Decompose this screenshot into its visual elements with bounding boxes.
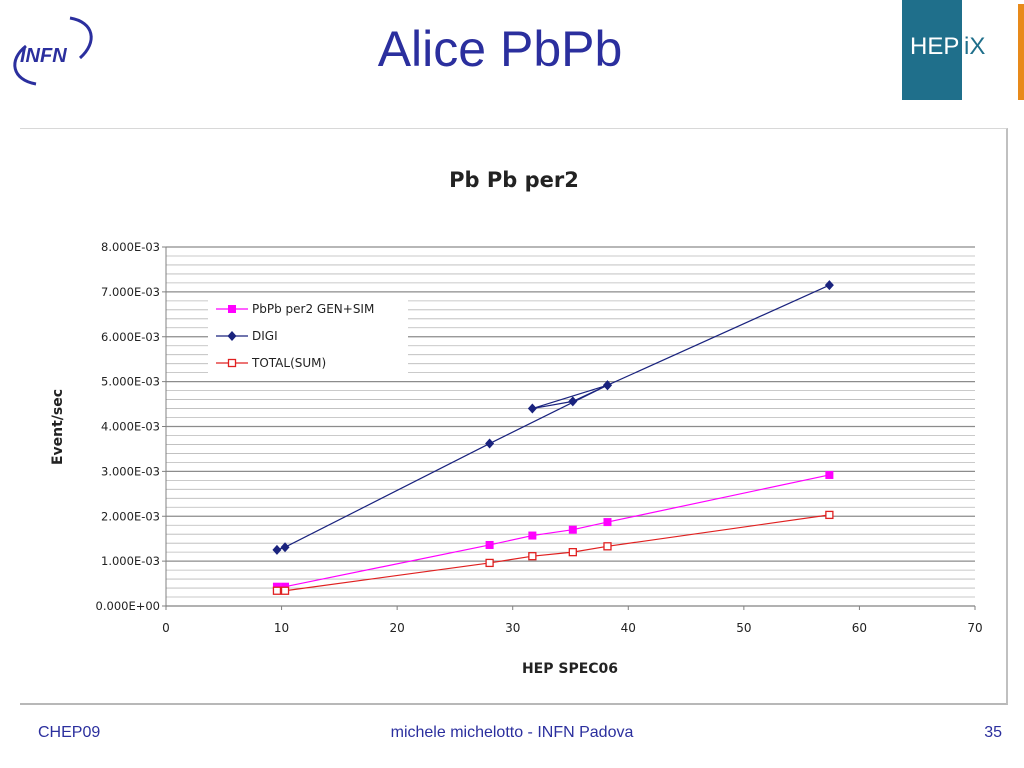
series-digi bbox=[272, 280, 834, 555]
legend-item: DIGI bbox=[216, 329, 278, 343]
x-tick-label: 0 bbox=[162, 621, 170, 635]
legend-item: PbPb per2 GEN+SIM bbox=[216, 302, 374, 316]
x-tick-label: 70 bbox=[967, 621, 982, 635]
series-total-sum- bbox=[272, 510, 834, 595]
data-point bbox=[227, 331, 237, 341]
legend-label: PbPb per2 GEN+SIM bbox=[252, 302, 374, 316]
y-tick-label: 0.000E+00 bbox=[96, 599, 160, 613]
hepix-logo-text-a: HEP bbox=[910, 33, 959, 60]
data-point bbox=[825, 470, 834, 479]
hepix-logo: HEP iX bbox=[902, 0, 1024, 100]
chart-svg: Pb Pb per2 0.000E+00 1.000E-03 2.000E-03 3.… bbox=[50, 168, 983, 677]
infn-logo-arc-bottom bbox=[13, 44, 37, 86]
data-point bbox=[485, 558, 494, 568]
data-point bbox=[603, 542, 612, 551]
y-tick-label: 1.000E-03 bbox=[101, 554, 160, 568]
grid-layer bbox=[166, 246, 975, 607]
data-point bbox=[280, 542, 290, 553]
legend: PbPb per2 GEN+SIM DIGI TOTAL(SUM) bbox=[208, 295, 408, 379]
y-tick-label: 2.000E-03 bbox=[101, 509, 160, 523]
x-tick-label: 50 bbox=[736, 621, 751, 635]
hepix-logo-white-block bbox=[962, 0, 1018, 100]
y-tick-label: 8.000E-03 bbox=[101, 240, 160, 254]
legend-label: DIGI bbox=[252, 329, 278, 343]
x-axis-label: HEP SPEC06 bbox=[522, 661, 618, 677]
footer-page-number: 35 bbox=[984, 724, 1002, 741]
x-tick-label: 40 bbox=[621, 621, 636, 635]
data-point bbox=[568, 396, 578, 407]
footer-conference: CHEP09 bbox=[38, 724, 101, 741]
x-tick-label: 30 bbox=[505, 621, 520, 635]
footer-author: michele michelotto - INFN Padova bbox=[390, 724, 634, 741]
data-point bbox=[602, 380, 612, 391]
infn-logo-text: INFN bbox=[20, 45, 67, 67]
legend-label: TOTAL(SUM) bbox=[251, 356, 326, 370]
infn-logo: INFN bbox=[13, 16, 93, 86]
series-line bbox=[276, 284, 830, 551]
y-tick-label: 4.000E-03 bbox=[101, 420, 160, 434]
data-point bbox=[603, 518, 612, 527]
x-tick-label: 20 bbox=[390, 621, 405, 635]
data-point bbox=[568, 525, 577, 534]
data-point bbox=[280, 586, 290, 595]
data-point bbox=[485, 540, 494, 549]
series-layer bbox=[272, 280, 834, 595]
infn-logo-arc-top bbox=[69, 16, 93, 60]
x-tick-label: 10 bbox=[274, 621, 289, 635]
x-tick-label: 60 bbox=[852, 621, 867, 635]
y-axis-label: Event/sec bbox=[50, 389, 66, 465]
data-point bbox=[485, 438, 495, 449]
data-point bbox=[528, 552, 537, 561]
data-point bbox=[568, 547, 577, 557]
y-tick-label: 7.000E-03 bbox=[101, 285, 160, 299]
data-point bbox=[272, 586, 282, 595]
data-point bbox=[272, 544, 282, 555]
data-point bbox=[228, 305, 236, 313]
data-point bbox=[528, 531, 537, 540]
legend-item: TOTAL(SUM) bbox=[216, 356, 326, 370]
axis-layer: 0.000E+00 1.000E-03 2.000E-03 3.000E-03 4.00… bbox=[96, 240, 983, 635]
data-point bbox=[527, 403, 537, 414]
chart-title: Pb Pb per2 bbox=[449, 168, 579, 192]
slide-title: Alice PbPb bbox=[377, 21, 623, 77]
y-tick-label: 3.000E-03 bbox=[101, 464, 160, 478]
data-point bbox=[227, 358, 237, 368]
hepix-logo-text-b: iX bbox=[964, 33, 985, 60]
y-tick-label: 6.000E-03 bbox=[101, 330, 160, 344]
y-tick-label: 5.000E-03 bbox=[101, 375, 160, 389]
chart-frame: Pb Pb per2 0.000E+00 1.000E-03 2.000E-03 3.… bbox=[20, 128, 1008, 705]
data-point bbox=[824, 280, 834, 291]
hepix-logo-blue-block bbox=[902, 0, 962, 100]
data-point bbox=[825, 510, 834, 520]
